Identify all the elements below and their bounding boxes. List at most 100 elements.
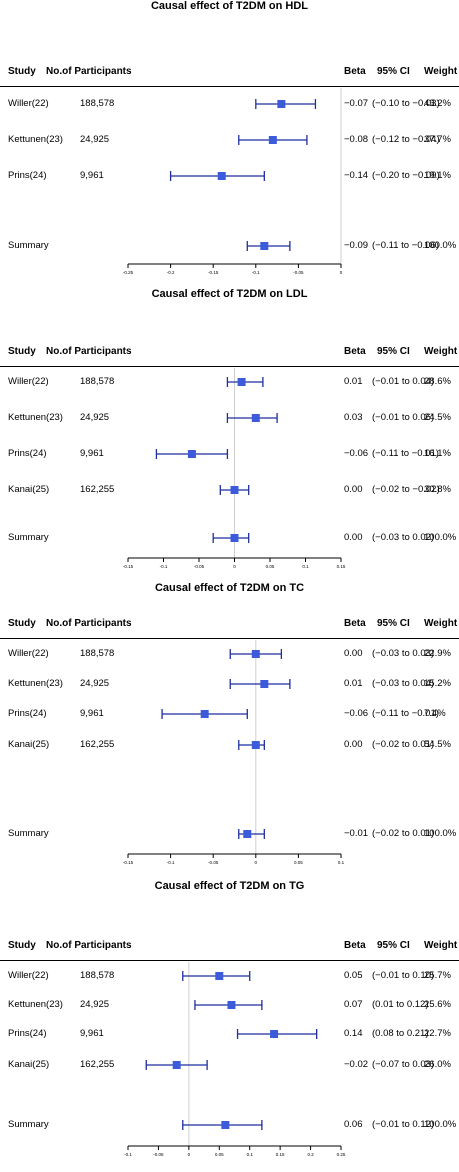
x-tick-label: -0.05 [208, 860, 219, 865]
ci-value: (−0.02 to 0.01) [372, 828, 435, 839]
x-tick-label: -0.05 [153, 1152, 164, 1157]
header-rule [0, 638, 459, 639]
x-tick-label: 0.15 [337, 564, 346, 569]
x-tick-label: -0.1 [167, 860, 175, 865]
effect-marker [260, 680, 269, 688]
ci-value: (−0.10 to −0.03) [372, 98, 440, 109]
x-tick-label: 0.05 [266, 564, 275, 569]
study-label: Kanai(25) [8, 484, 50, 495]
study-label: Prins(24) [8, 170, 47, 181]
weight-value: 100.0% [424, 532, 457, 543]
header-rule [0, 960, 459, 961]
weight-value: 30.8% [424, 484, 451, 495]
forest-plot-svg: -0.1 -0.05 0 0.05 0.1 0.15 0.2 0.25 [124, 962, 346, 1157]
effect-marker [187, 450, 196, 458]
study-label: Kettunen(23) [8, 678, 63, 689]
x-tick-label: -0.25 [123, 270, 134, 275]
study-label: Kanai(25) [8, 1059, 50, 1070]
ci-value: (−0.03 to 0.03) [372, 648, 435, 659]
participants-value: 24,925 [80, 999, 110, 1010]
weight-value: 54.5% [424, 739, 451, 750]
ci-value: (0.08 to 0.21) [372, 1028, 429, 1039]
weight-value: 37.7% [424, 134, 451, 145]
summary-marker [230, 534, 239, 542]
x-tick-label: 0.05 [294, 860, 303, 865]
weight-value: 24.5% [424, 412, 451, 423]
beta-value: −0.14 [344, 170, 369, 181]
header-beta: Beta [344, 66, 366, 77]
header-weight: Weight [424, 940, 458, 951]
beta-value: 0.00 [344, 648, 363, 659]
forest-panel-2: Causal effect of T2DM on LDL Study No.of P… [0, 288, 459, 580]
weight-value: 100.0% [424, 1119, 457, 1130]
effect-marker [277, 100, 286, 108]
beta-value: 0.05 [344, 970, 363, 981]
weight-value: 16.1% [424, 448, 451, 459]
header-ci: 95% CI [377, 618, 410, 629]
weight-value: 100.0% [424, 240, 457, 251]
ci-value: (−0.01 to 0.10) [372, 970, 435, 981]
ci-value: (−0.11 to −0.06) [372, 240, 439, 251]
ci-value: (−0.12 to −0.04) [372, 134, 440, 145]
effect-marker [237, 378, 246, 386]
header-beta: Beta [344, 618, 366, 629]
header-weight: Weight [424, 346, 458, 357]
x-tick-label: 0 [255, 860, 258, 865]
x-tick-label: -0.15 [123, 564, 134, 569]
beta-value: 0.14 [344, 1028, 363, 1039]
ci-value: (−0.01 to 0.04) [372, 376, 435, 387]
participants-value: 188,578 [80, 376, 115, 387]
ci-value: (−0.01 to 0.12) [372, 1119, 435, 1130]
beta-value: 0.03 [344, 412, 363, 423]
summary-label: Summary [8, 828, 49, 839]
beta-value: −0.06 [344, 448, 369, 459]
weight-value: 15.2% [424, 678, 451, 689]
ci-value: (−0.11 to −0.01) [372, 708, 439, 719]
header-ci: 95% CI [377, 940, 410, 951]
x-tick-label: 0 [188, 1152, 191, 1157]
participants-value: 162,255 [80, 1059, 115, 1070]
weight-value: 28.6% [424, 376, 451, 387]
weight-value: 26.0% [424, 1059, 451, 1070]
panel-title: Causal effect of T2DM on LDL [151, 288, 308, 300]
x-tick-label: 0 [233, 564, 236, 569]
header-ci: 95% CI [377, 346, 410, 357]
header-study: Study [8, 346, 36, 357]
x-tick-label: 0.25 [337, 1152, 346, 1157]
header-beta: Beta [344, 346, 366, 357]
forest-plot-svg: -0.25 -0.2 -0.15 -0.1 -0.05 0 [123, 88, 343, 275]
panel-title: Causal effect of T2DM on TG [154, 880, 305, 892]
panel-title: Causal effect of T2DM on TC [154, 582, 305, 594]
participants-value: 9,961 [80, 708, 104, 719]
study-label: Kettunen(23) [8, 412, 63, 423]
participants-value: 188,578 [80, 648, 115, 659]
x-tick-label: -0.05 [293, 270, 304, 275]
x-tick-label: 0 [340, 270, 343, 275]
header-participants: No.of Participants [46, 618, 132, 629]
x-tick-label: 0.1 [247, 1152, 254, 1157]
beta-value: 0.07 [344, 999, 363, 1010]
header-ci: 95% CI [377, 66, 410, 77]
ci-value: (0.01 to 0.12) [372, 999, 429, 1010]
header-rule [0, 366, 459, 367]
header-weight: Weight [424, 66, 458, 77]
weight-value: 22.9% [424, 648, 451, 659]
effect-marker [215, 972, 224, 980]
participants-value: 9,961 [80, 1028, 104, 1039]
beta-value: −0.01 [344, 828, 369, 839]
summary-marker [260, 242, 269, 250]
beta-value: −0.07 [344, 98, 369, 109]
header-beta: Beta [344, 940, 366, 951]
weight-value: 100.0% [424, 828, 457, 839]
summary-marker [243, 830, 252, 838]
beta-value: 0.06 [344, 1119, 363, 1130]
ci-value: (−0.07 to 0.03) [372, 1059, 435, 1070]
study-label: Prins(24) [8, 1028, 47, 1039]
forest-panel-3: Causal effect of T2DM on TC Study No.of Pa… [0, 582, 459, 874]
header-participants: No.of Participants [46, 346, 132, 357]
header-participants: No.of Participants [46, 66, 132, 77]
x-tick-label: 0.2 [307, 1152, 314, 1157]
header-study: Study [8, 66, 36, 77]
study-label: Willer(22) [8, 98, 49, 109]
study-label: Willer(22) [8, 970, 49, 981]
